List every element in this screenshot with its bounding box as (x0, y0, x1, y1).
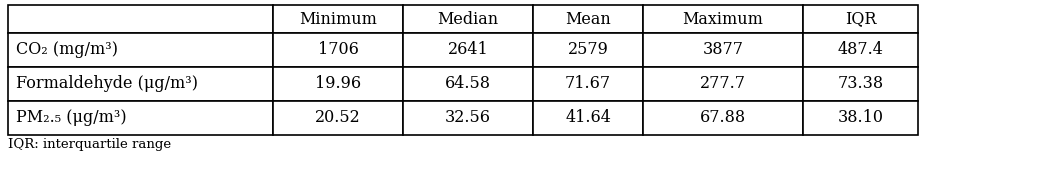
Text: 2641: 2641 (448, 42, 488, 58)
Bar (403, 33, 533, 67)
Bar (803, 5, 918, 33)
Text: PM₂.₅ (μg/m³): PM₂.₅ (μg/m³) (16, 109, 127, 126)
Bar (8, 5, 273, 33)
Bar (403, 5, 533, 33)
Text: IQR: interquartile range: IQR: interquartile range (8, 138, 171, 151)
Text: 64.58: 64.58 (445, 76, 491, 93)
Text: Median: Median (437, 10, 499, 27)
Text: 19.96: 19.96 (315, 76, 361, 93)
Text: 2579: 2579 (567, 42, 608, 58)
Bar (803, 67, 918, 101)
Bar (643, 5, 803, 33)
Text: 73.38: 73.38 (837, 76, 884, 93)
Bar (643, 101, 803, 135)
Bar (273, 33, 403, 67)
Bar (533, 67, 643, 101)
Text: 277.7: 277.7 (700, 76, 746, 93)
Text: CO₂ (mg/m³): CO₂ (mg/m³) (16, 42, 118, 58)
Text: Maximum: Maximum (683, 10, 763, 27)
Bar (533, 101, 643, 135)
Bar (803, 33, 918, 67)
Text: 20.52: 20.52 (315, 109, 361, 126)
Bar (8, 101, 273, 135)
Text: 71.67: 71.67 (565, 76, 611, 93)
Bar (8, 67, 273, 101)
Bar (273, 5, 403, 33)
Text: Minimum: Minimum (299, 10, 377, 27)
Bar (643, 33, 803, 67)
Bar (403, 101, 533, 135)
Bar (533, 5, 643, 33)
Bar (273, 67, 403, 101)
Text: 1706: 1706 (318, 42, 358, 58)
Bar (643, 67, 803, 101)
Bar (403, 67, 533, 101)
Text: 487.4: 487.4 (838, 42, 884, 58)
Bar (533, 33, 643, 67)
Bar (8, 33, 273, 67)
Text: IQR: IQR (844, 10, 877, 27)
Text: 32.56: 32.56 (445, 109, 491, 126)
Bar (273, 101, 403, 135)
Text: 38.10: 38.10 (838, 109, 884, 126)
Text: Formaldehyde (μg/m³): Formaldehyde (μg/m³) (16, 76, 198, 93)
Text: 3877: 3877 (703, 42, 743, 58)
Text: 41.64: 41.64 (565, 109, 611, 126)
Text: 67.88: 67.88 (700, 109, 746, 126)
Text: Mean: Mean (565, 10, 611, 27)
Bar (803, 101, 918, 135)
